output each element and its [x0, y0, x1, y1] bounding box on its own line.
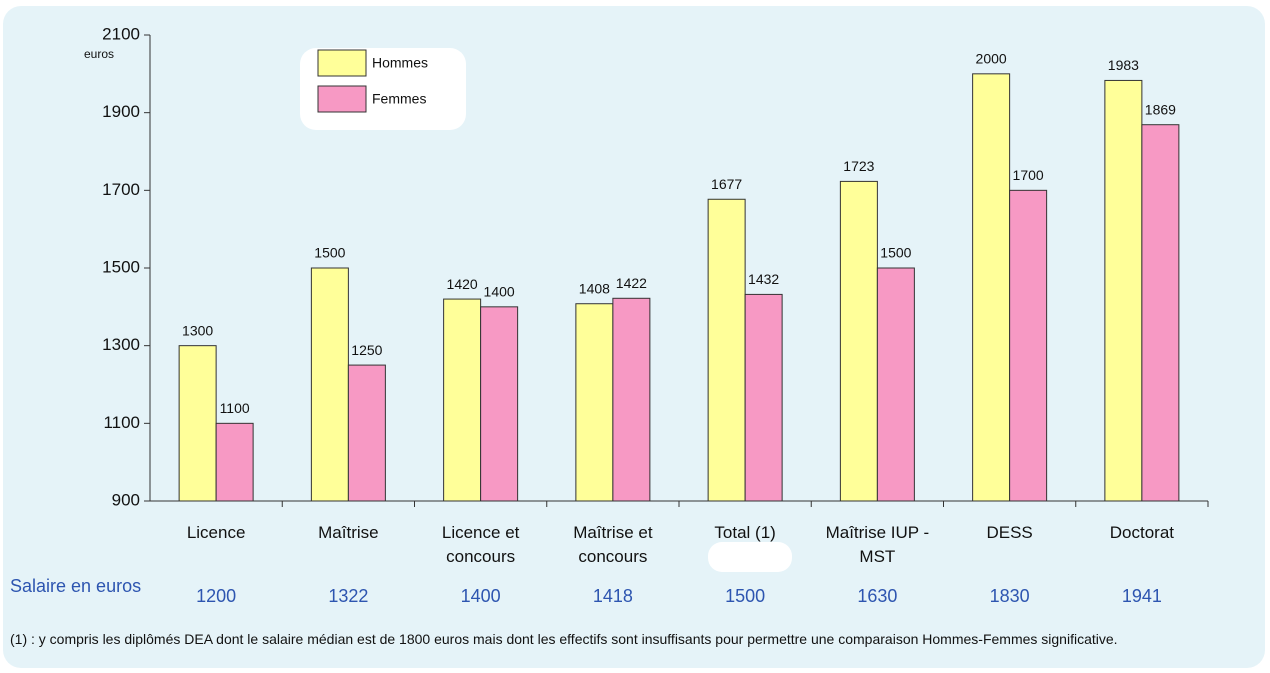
- bar: [347, 364, 386, 502]
- bar: [612, 297, 651, 502]
- value-label: 1400: [484, 284, 515, 300]
- bar: [876, 267, 915, 502]
- x-tick-label: Total (1): [714, 523, 776, 542]
- bar: [1141, 124, 1180, 502]
- value-label: 1420: [447, 276, 478, 292]
- bar: [215, 422, 254, 502]
- value-label: 1869: [1145, 101, 1176, 117]
- bar: [839, 180, 878, 502]
- y-tick-label: 1900: [102, 102, 140, 121]
- y-tick-label: 900: [112, 490, 140, 509]
- value-label: 1983: [1108, 57, 1139, 73]
- x-tick-label: Licence et concours: [441, 523, 520, 566]
- y-tick-label: 1300: [102, 335, 140, 354]
- value-label: 2000: [976, 51, 1007, 67]
- y-unit: euros: [84, 47, 114, 61]
- value-label: 1677: [711, 176, 742, 192]
- x-tick-label: Maîtrise IUP - MST: [825, 523, 930, 566]
- salary-label: Salaire en euros: [10, 576, 141, 596]
- y-tick-label: 1500: [102, 257, 140, 276]
- bar: [178, 345, 217, 502]
- value-label: 1100: [220, 400, 250, 416]
- x-tick-label: DESS: [986, 523, 1033, 542]
- bar: [707, 198, 746, 502]
- bar: [744, 293, 783, 502]
- salary-value: 1630: [857, 586, 897, 606]
- x-tick-label: Doctorat: [1109, 523, 1174, 542]
- value-label: 1300: [182, 322, 213, 338]
- bar: [443, 298, 482, 502]
- bar: [575, 303, 614, 502]
- salary-value: 1830: [990, 586, 1030, 606]
- value-label: 1500: [314, 245, 345, 261]
- salary-value: 1941: [1122, 586, 1162, 606]
- legend-label: Hommes: [372, 55, 428, 71]
- salary-value: 1322: [328, 586, 368, 606]
- legend-label: Femmes: [372, 91, 426, 107]
- salary-value: 1418: [593, 586, 633, 606]
- value-label: 1422: [616, 275, 647, 291]
- value-label: 1500: [880, 245, 911, 261]
- value-label: 1723: [843, 158, 874, 174]
- y-tick-label: 2100: [102, 24, 140, 43]
- salary-value: 1500: [725, 586, 765, 606]
- value-label: 1700: [1013, 167, 1044, 183]
- total-highlight: [708, 542, 792, 572]
- x-tick-label: Licence: [186, 523, 246, 542]
- bar: [1104, 79, 1143, 502]
- salary-value: 1200: [196, 586, 236, 606]
- x-tick-label: Maîtrise: [318, 523, 379, 542]
- legend-swatch: [317, 85, 367, 113]
- value-label: 1408: [579, 280, 610, 296]
- bar: [480, 306, 519, 502]
- x-tick-label: Maîtrise et concours: [573, 523, 653, 566]
- footnote: (1) : y compris les diplômés DEA dont le…: [10, 631, 1118, 647]
- value-label: 1432: [748, 271, 779, 287]
- legend-swatch: [317, 49, 367, 77]
- salary-value: 1400: [461, 586, 501, 606]
- bar: [972, 73, 1011, 502]
- value-label: 1250: [351, 342, 382, 358]
- y-tick-label: 1100: [103, 413, 140, 432]
- bar: [310, 267, 349, 502]
- y-tick-label: 1700: [102, 180, 140, 199]
- bar: [1009, 189, 1048, 502]
